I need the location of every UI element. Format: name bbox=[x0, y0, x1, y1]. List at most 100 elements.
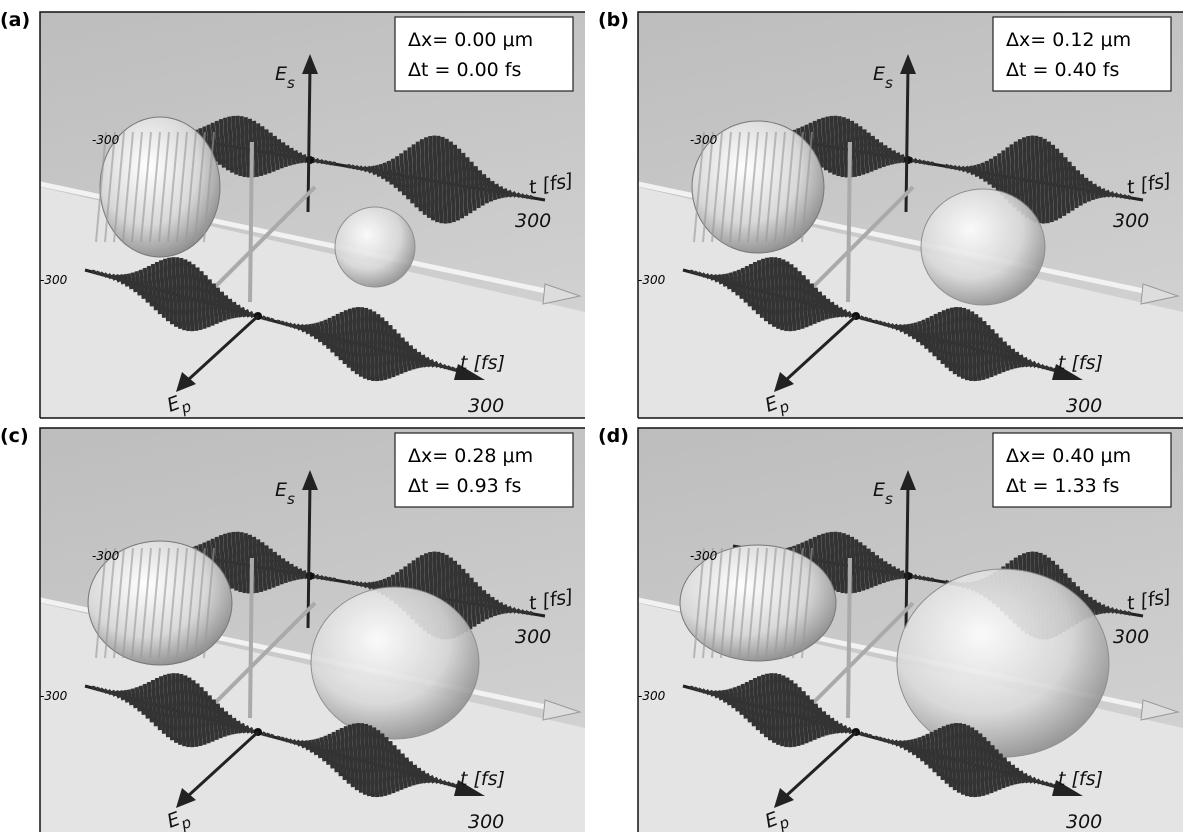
pulse-bar bbox=[356, 582, 359, 584]
pulse-bar bbox=[262, 317, 265, 319]
pulse-bar bbox=[443, 365, 446, 368]
es-symbol: E bbox=[873, 479, 885, 501]
es-subscript: s bbox=[287, 74, 295, 92]
pulse-bar bbox=[848, 728, 851, 733]
panel-label: (b) bbox=[598, 9, 629, 31]
lower-end-label: 300 bbox=[468, 811, 504, 832]
pulse-bar bbox=[945, 166, 948, 167]
field-envelope bbox=[335, 207, 415, 287]
panel-label: (c) bbox=[0, 425, 29, 447]
lower-t-label: t [fs] bbox=[460, 352, 505, 374]
pulse-bar bbox=[293, 740, 296, 744]
pulse-bar bbox=[1115, 194, 1118, 197]
pulse-bar bbox=[1115, 610, 1118, 613]
pulse-bar bbox=[316, 575, 319, 578]
pulse-bar bbox=[281, 738, 284, 739]
pulse-bar bbox=[360, 167, 363, 170]
pulse-bar bbox=[360, 583, 363, 586]
pulse-bar bbox=[1119, 195, 1122, 197]
pulse-bar bbox=[1123, 612, 1126, 614]
pulse-bar bbox=[320, 576, 323, 578]
pulse-bar bbox=[931, 579, 934, 580]
pulse-bar bbox=[1107, 190, 1110, 196]
pulse-bar bbox=[1103, 189, 1106, 198]
pulse-bar bbox=[1045, 783, 1048, 785]
pulse-bar bbox=[96, 272, 99, 273]
pulse-bar bbox=[875, 737, 878, 738]
pulse-bar bbox=[954, 166, 957, 168]
dt-text: Δt = 0.93 fs bbox=[408, 475, 521, 497]
lower-t-label: t [fs] bbox=[460, 768, 505, 790]
pulse-bar bbox=[1025, 357, 1028, 366]
pulse-bar bbox=[435, 778, 438, 783]
pulse-bar bbox=[266, 734, 269, 735]
pulse-bar bbox=[351, 166, 354, 168]
pulse-bar bbox=[517, 194, 520, 197]
upper-start-label: -300 bbox=[690, 549, 718, 563]
pulse-bar bbox=[958, 167, 961, 170]
pulse-bar bbox=[320, 160, 323, 162]
pulse-bar bbox=[860, 317, 863, 319]
pulse-bar bbox=[927, 162, 930, 163]
pulse-bar bbox=[525, 196, 528, 198]
pulse-bar bbox=[513, 192, 516, 197]
pulse-bar bbox=[1041, 781, 1044, 784]
pulse-bar bbox=[427, 357, 430, 366]
upper-start-label: -300 bbox=[690, 133, 718, 147]
pulse-bar bbox=[860, 733, 863, 735]
pulse-bar bbox=[1041, 365, 1044, 368]
lower-t-label: t [fs] bbox=[1058, 768, 1103, 790]
pulse-bar bbox=[266, 318, 269, 319]
pulse-bar bbox=[96, 688, 99, 689]
lower-start-label: -300 bbox=[638, 689, 666, 703]
pulse-bar bbox=[887, 324, 890, 327]
dx-text: Δx= 0.12 μm bbox=[1006, 29, 1131, 51]
pulse-bar bbox=[914, 159, 917, 162]
pulse-bar bbox=[868, 320, 871, 321]
pulse-bar bbox=[702, 274, 705, 277]
pulse-bar bbox=[333, 579, 336, 580]
pulse-bar bbox=[451, 784, 454, 785]
pulse-bar bbox=[927, 578, 930, 579]
pulse-bar bbox=[1033, 778, 1036, 783]
pulse-bar bbox=[840, 724, 843, 733]
pulse-bar bbox=[513, 608, 516, 613]
pulse-bar bbox=[262, 733, 265, 735]
pulse-bar bbox=[246, 726, 249, 733]
lower-t-label: t [fs] bbox=[1058, 352, 1103, 374]
pulse-bar bbox=[250, 312, 253, 317]
pulse-bar bbox=[347, 166, 350, 167]
pulse-bar bbox=[949, 166, 952, 168]
pulse-bar bbox=[702, 690, 705, 693]
pulse-bar bbox=[104, 274, 107, 277]
lower-end-label: 300 bbox=[1066, 811, 1102, 832]
pulse-bar bbox=[1045, 367, 1048, 369]
upper-end-label: 300 bbox=[1113, 210, 1149, 232]
es-symbol: E bbox=[873, 63, 885, 85]
upper-start-label: -300 bbox=[92, 133, 120, 147]
lower-end-label: 300 bbox=[468, 395, 504, 417]
pulse-bar bbox=[1111, 192, 1114, 197]
pulse-bar bbox=[922, 577, 925, 579]
pulse-bar bbox=[329, 578, 332, 579]
gray-arrow bbox=[848, 558, 850, 718]
pulse-bar bbox=[351, 582, 354, 584]
pulse-bar bbox=[694, 272, 697, 273]
pulse-bar bbox=[1107, 606, 1110, 612]
pulse-bar bbox=[1029, 776, 1032, 783]
pulse-bar bbox=[435, 362, 438, 367]
pulse-bar bbox=[447, 783, 450, 785]
pulse-bar bbox=[848, 312, 851, 317]
pulse-bar bbox=[439, 780, 442, 784]
pulse-bar bbox=[289, 324, 292, 327]
pulse-bar bbox=[918, 576, 921, 578]
pulse-bar bbox=[324, 577, 327, 579]
pulse-bar bbox=[1037, 364, 1040, 368]
pulse-bar bbox=[100, 273, 103, 275]
pulse-bar bbox=[451, 368, 454, 369]
pulse-bar bbox=[698, 273, 701, 275]
pulse-bar bbox=[509, 190, 512, 196]
pulse-bar bbox=[289, 740, 292, 743]
pulse-bar bbox=[427, 773, 430, 782]
pulse-bar bbox=[840, 308, 843, 317]
